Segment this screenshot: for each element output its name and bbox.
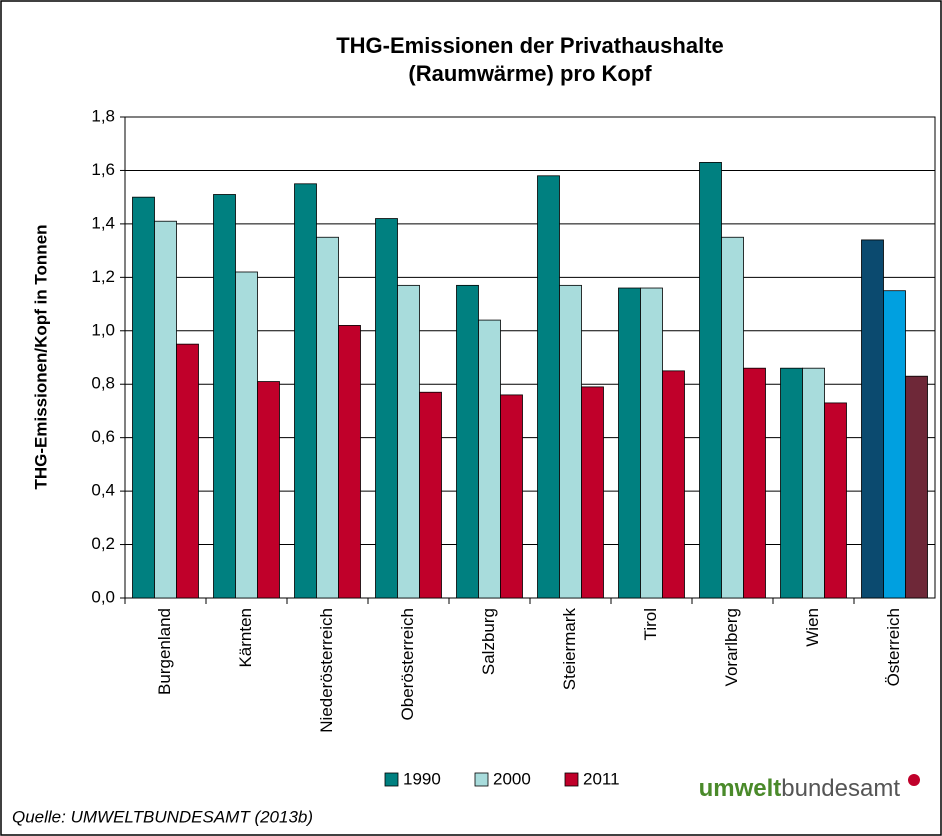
bar: [802, 367, 825, 599]
bar: [316, 236, 339, 599]
logo: umweltbundesamt: [699, 775, 901, 802]
bar: [581, 386, 604, 599]
x-tick-label: Vorarlberg: [722, 608, 741, 686]
bar: [419, 391, 442, 599]
x-tick-label: Burgenland: [155, 608, 174, 695]
y-tick-label: 1,6: [91, 160, 115, 179]
logo-dot: [908, 774, 920, 786]
x-tick-label: Niederösterreich: [317, 608, 336, 733]
legend-swatch: [564, 772, 579, 787]
y-tick-label: 0,2: [91, 534, 115, 553]
bar: [132, 196, 155, 599]
bar: [375, 218, 398, 599]
y-tick-label: 1,4: [91, 213, 115, 232]
chart-title: THG-Emissionen der Privathaushalte: [336, 33, 724, 58]
y-tick-label: 0,6: [91, 427, 115, 446]
bar: [500, 394, 523, 599]
x-tick-label: Wien: [803, 608, 822, 647]
bar: [478, 319, 501, 599]
bar: [905, 375, 928, 599]
x-tick-label: Oberösterreich: [398, 608, 417, 720]
bar: [640, 287, 663, 599]
bar: [883, 290, 906, 599]
x-tick-label: Österreich: [884, 608, 903, 686]
logo-bold: umwelt: [699, 775, 782, 802]
bar: [861, 239, 884, 599]
bar: [780, 367, 803, 599]
bar: [338, 325, 361, 599]
y-tick-label: 1,8: [91, 106, 115, 125]
y-tick-label: 0,4: [91, 481, 115, 500]
legend-swatch: [474, 772, 489, 787]
bar: [294, 183, 317, 599]
legend-swatch: [384, 772, 399, 787]
chart-title: (Raumwärme) pro Kopf: [408, 61, 652, 86]
bar: [559, 284, 582, 599]
bar: [618, 287, 641, 599]
y-tick-label: 1,2: [91, 267, 115, 286]
x-tick-label: Steiermark: [560, 608, 579, 691]
legend-label: 2011: [583, 769, 620, 788]
x-tick-label: Tirol: [641, 608, 660, 640]
bar: [456, 284, 479, 599]
y-tick-label: 0,0: [91, 587, 115, 606]
y-tick-label: 0,8: [91, 374, 115, 393]
bar: [213, 194, 236, 599]
bar: [699, 162, 722, 599]
logo-rest: bundesamt: [781, 775, 900, 802]
bar: [743, 367, 766, 599]
y-tick-label: 1,0: [91, 320, 115, 339]
y-axis-title: THG-Emissionen/Kopf in Tonnen: [31, 224, 50, 489]
source: Quelle: UMWELTBUNDESAMT (2013b): [12, 807, 313, 826]
bar: [537, 175, 560, 599]
bar: [257, 381, 280, 599]
bar: [235, 271, 258, 599]
bar: [824, 402, 847, 599]
legend-label: 1990: [403, 769, 441, 788]
x-tick-label: Salzburg: [479, 608, 498, 675]
bar: [176, 343, 199, 599]
bar: [154, 220, 177, 599]
bar: [662, 370, 685, 599]
x-tick-label: Kärnten: [236, 608, 255, 668]
legend-label: 2000: [493, 769, 531, 788]
bar: [397, 284, 420, 599]
bar: [721, 236, 744, 599]
